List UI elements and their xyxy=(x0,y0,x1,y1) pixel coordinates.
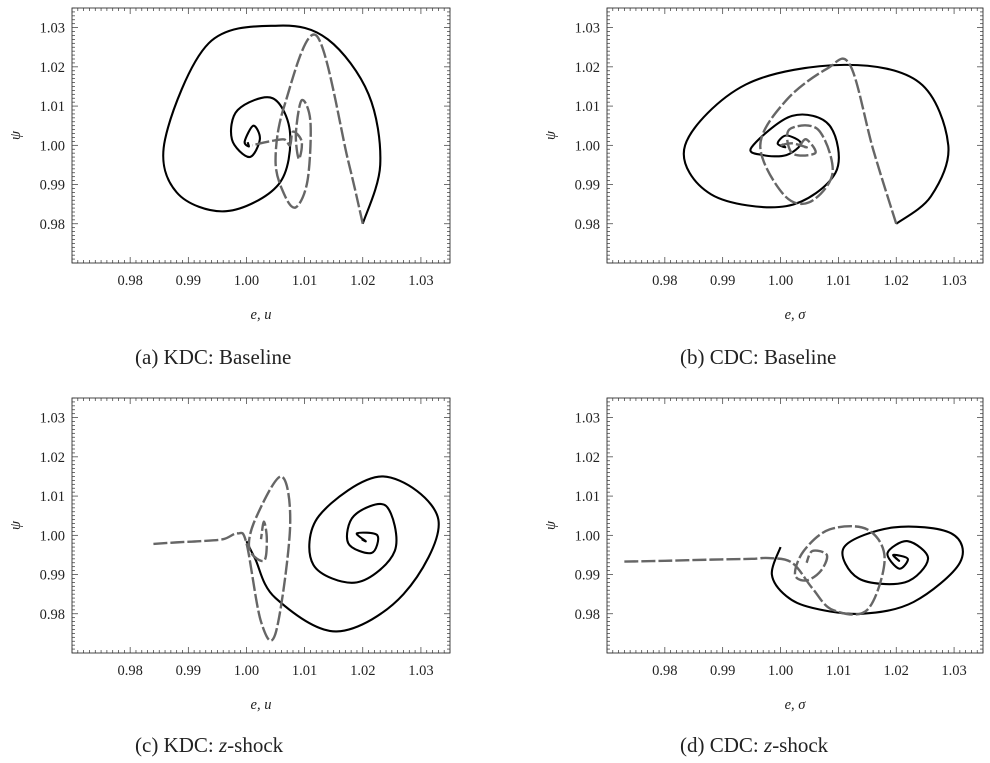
y-tick-label: 0.98 xyxy=(40,217,65,233)
x-tick-label: 0.98 xyxy=(117,273,142,289)
y-tick-label: 1.00 xyxy=(575,138,600,154)
x-tick-label: 1.02 xyxy=(884,663,909,679)
panel-a: 0.98 0.99 1.00 1.01 1.02 1.03 0.98 0.99 1.00 1.01… xyxy=(0,0,495,381)
x-axis-label: e, u xyxy=(251,697,272,713)
y-tick-label: 1.03 xyxy=(575,21,600,37)
x-tick-label: 0.98 xyxy=(652,663,677,679)
caption-a-text: Baseline xyxy=(218,345,292,369)
y-tick-label: 1.01 xyxy=(575,489,600,505)
x-tick-label: 1.02 xyxy=(350,273,375,289)
x-tick-label: 1.01 xyxy=(826,663,851,679)
series-solid-line xyxy=(245,475,440,633)
chart-c: 0.98 0.99 1.00 1.01 1.02 1.03 0.98 0.99 1.00 1.01… xyxy=(8,397,451,713)
x-tick-label: 0.99 xyxy=(710,663,735,679)
caption-c-text: -shock xyxy=(227,733,284,757)
y-tick-label: 1.00 xyxy=(40,528,65,544)
x-tick-label: 1.00 xyxy=(234,663,259,679)
panel-d: 0.98 0.99 1.00 1.01 1.02 1.03 0.98 0.99 1.00 1.01… xyxy=(530,390,990,763)
x-tick-label: 1.03 xyxy=(941,273,966,289)
x-tick-label: 0.99 xyxy=(176,273,201,289)
y-tick-label: 1.02 xyxy=(40,450,65,466)
x-tick-label: 1.00 xyxy=(234,273,259,289)
y-tick-label: 1.01 xyxy=(40,99,65,115)
axis-ticks xyxy=(606,7,984,264)
caption-d-text: -shock xyxy=(772,733,829,757)
y-tick-label: 0.99 xyxy=(40,568,65,584)
y-tick-label: 0.98 xyxy=(40,607,65,623)
y-tick-label: 1.01 xyxy=(575,99,600,115)
y-tick-label: 1.01 xyxy=(40,489,65,505)
x-tick-label: 1.00 xyxy=(768,273,793,289)
x-axis-label: e, u xyxy=(251,307,272,323)
y-tick-label: 1.00 xyxy=(575,528,600,544)
x-tick-label: 1.00 xyxy=(768,663,793,679)
plot-frame xyxy=(71,397,451,654)
x-tick-label: 1.03 xyxy=(408,273,433,289)
y-tick-label: 0.99 xyxy=(575,568,600,584)
panel-c: 0.98 0.99 1.00 1.01 1.02 1.03 0.98 0.99 1.00 1.01… xyxy=(0,390,495,763)
series-dashed-line xyxy=(759,57,898,225)
caption-c: (c) KDC: z-shock xyxy=(135,733,283,758)
y-tick-label: 1.03 xyxy=(575,411,600,427)
caption-a-prefix: (a) KDC: xyxy=(135,345,219,369)
y-tick-label: 1.00 xyxy=(40,138,65,154)
series-dashed-line xyxy=(153,475,292,642)
y-tick-label: 0.99 xyxy=(575,178,600,194)
axis-ticks xyxy=(71,397,451,654)
series-solid-line xyxy=(162,24,382,225)
caption-c-italic: z xyxy=(218,733,228,757)
series-dashed-line xyxy=(624,525,886,616)
axis-ticks xyxy=(71,7,451,264)
y-tick-label: 1.03 xyxy=(40,21,65,37)
x-tick-label: 1.02 xyxy=(884,273,909,289)
x-tick-label: 0.98 xyxy=(652,273,677,289)
x-tick-label: 0.98 xyxy=(117,663,142,679)
y-tick-label: 0.99 xyxy=(40,178,65,194)
y-axis-label: ψ xyxy=(8,520,24,530)
x-axis-label: e, σ xyxy=(785,697,807,713)
caption-c-prefix: (c) KDC: xyxy=(135,733,219,757)
x-tick-label: 0.99 xyxy=(176,663,201,679)
x-axis-label: e, σ xyxy=(785,307,807,323)
axis-ticks xyxy=(606,397,984,654)
plot-frame xyxy=(606,7,984,264)
y-tick-label: 1.02 xyxy=(575,450,600,466)
caption-d-prefix: (d) CDC: xyxy=(680,733,764,757)
y-tick-label: 0.98 xyxy=(575,607,600,623)
series-solid-line xyxy=(770,525,964,615)
chart-b: 0.98 0.99 1.00 1.01 1.02 1.03 0.98 0.99 1.00 1.01… xyxy=(543,7,984,323)
series-dashed-line xyxy=(252,33,364,225)
x-tick-label: 1.03 xyxy=(941,663,966,679)
y-axis-label: ψ xyxy=(543,130,559,140)
x-tick-label: 1.01 xyxy=(292,663,317,679)
caption-b-prefix: (b) CDC: xyxy=(680,345,764,369)
x-tick-label: 1.01 xyxy=(826,273,851,289)
x-tick-label: 0.99 xyxy=(710,273,735,289)
y-tick-label: 1.03 xyxy=(40,411,65,427)
y-tick-label: 1.02 xyxy=(575,60,600,76)
y-tick-label: 1.02 xyxy=(40,60,65,76)
caption-a: (a) KDC: Baseline xyxy=(135,345,291,370)
x-tick-label: 1.01 xyxy=(292,273,317,289)
series-solid-line xyxy=(682,63,950,225)
chart-a: 0.98 0.99 1.00 1.01 1.02 1.03 0.98 0.99 1.00 1.01… xyxy=(8,7,451,323)
panel-b: 0.98 0.99 1.00 1.01 1.02 1.03 0.98 0.99 1.00 1.01… xyxy=(530,0,990,381)
x-tick-label: 1.02 xyxy=(350,663,375,679)
chart-d: 0.98 0.99 1.00 1.01 1.02 1.03 0.98 0.99 1.00 1.01… xyxy=(543,397,984,713)
y-axis-label: ψ xyxy=(8,130,24,140)
y-axis-label: ψ xyxy=(543,520,559,530)
caption-b: (b) CDC: Baseline xyxy=(680,345,836,370)
plot-frame xyxy=(606,397,984,654)
plot-frame xyxy=(71,7,451,264)
x-tick-label: 1.03 xyxy=(408,663,433,679)
y-tick-label: 0.98 xyxy=(575,217,600,233)
caption-d-italic: z xyxy=(764,733,773,757)
caption-b-text: Baseline xyxy=(764,345,837,369)
caption-d: (d) CDC: z-shock xyxy=(680,733,828,758)
